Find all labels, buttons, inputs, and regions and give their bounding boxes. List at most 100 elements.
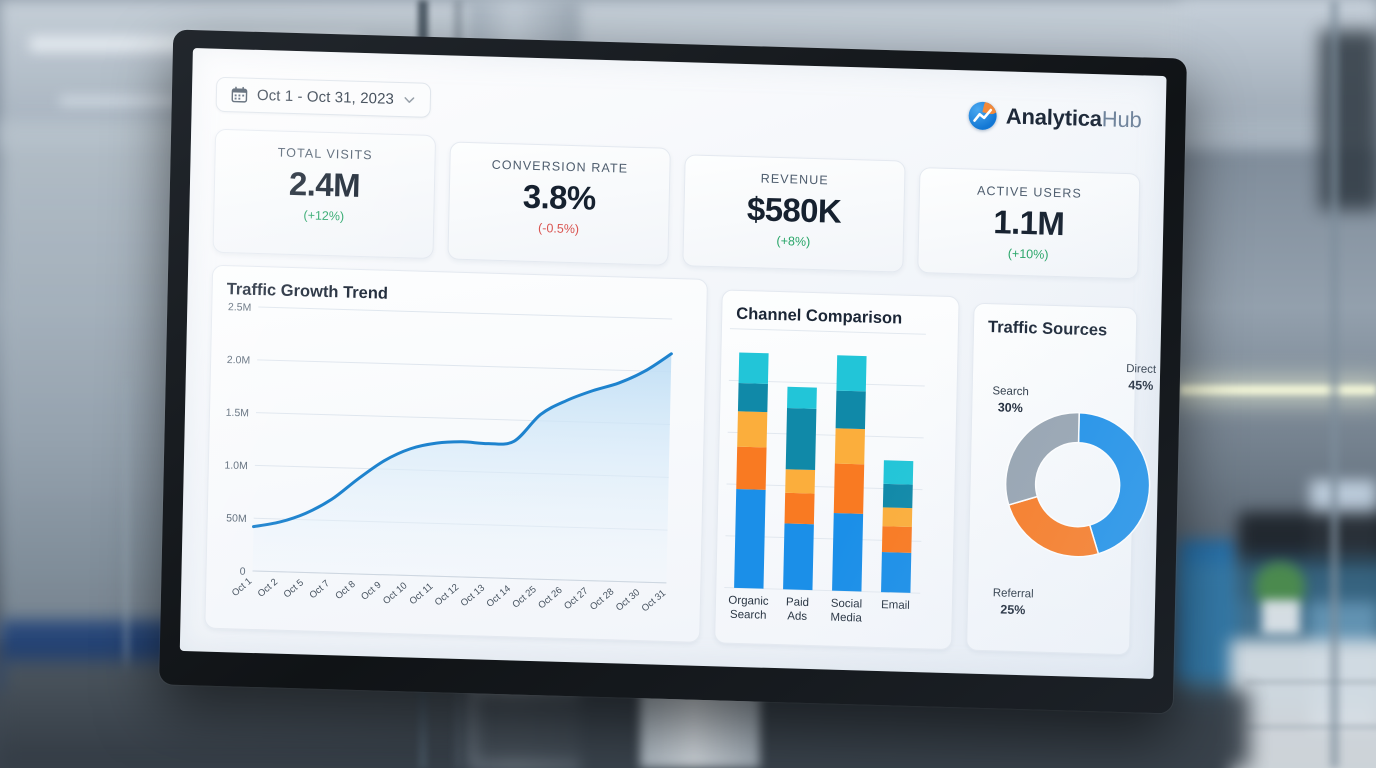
donut-label: Referral: [993, 587, 1034, 600]
x-axis-tick-label: Oct 12: [433, 582, 461, 609]
cabinet-drawer-line-1: [1245, 680, 1376, 684]
x-axis-tick-label: Oct 8: [333, 579, 357, 602]
brand-name: AnalyticaHub: [1006, 103, 1142, 133]
potted-plant-pot: [1262, 600, 1300, 634]
bar-segment[interactable]: [736, 446, 767, 490]
bar-category-label: Search: [730, 609, 767, 622]
date-range-label: Oct 1 - Oct 31, 2023: [256, 86, 395, 108]
donut-label: Search: [992, 385, 1029, 398]
cabinet-drawer-line-2: [1245, 725, 1376, 729]
date-range-picker[interactable]: Oct 1 - Oct 31, 2023: [215, 76, 432, 118]
x-axis: [252, 570, 667, 584]
bar-segment[interactable]: [835, 390, 866, 430]
y-axis-tick-label: 2.0M: [227, 354, 251, 367]
bar-segment[interactable]: [737, 383, 768, 413]
x-axis-tick-label: Oct 1: [230, 576, 254, 599]
dashboard-screen: Oct 1 - Oct 31, 2023 AnalyticaHub: [179, 48, 1167, 679]
kpi-title: CONVERSION RATE: [491, 157, 629, 176]
bar-segment[interactable]: [882, 483, 913, 509]
x-axis-tick-label: Oct 30: [614, 587, 642, 614]
glass-frame-right: [1330, 0, 1339, 768]
kpi-title: TOTAL VISITS: [277, 145, 373, 163]
kpi-delta: (+8%): [776, 233, 811, 249]
donut-value: 25%: [1000, 603, 1025, 618]
chevron-down-icon[interactable]: [403, 93, 416, 106]
y-axis-tick-label: 0: [240, 566, 246, 578]
kpi-title: ACTIVE USERS: [976, 183, 1083, 201]
x-axis-tick-label: Oct 28: [588, 586, 616, 613]
bar-segment[interactable]: [881, 552, 912, 593]
bar-segment[interactable]: [785, 407, 817, 471]
bar-segment[interactable]: [737, 411, 768, 448]
kpi-card-active-users[interactable]: ACTIVE USERS 1.1M (+10%): [917, 167, 1141, 280]
dashboard-header: Oct 1 - Oct 31, 2023 AnalyticaHub: [215, 71, 1142, 144]
kpi-value: $580K: [746, 190, 842, 230]
right-light-strip: [1180, 385, 1376, 395]
x-axis-tick-label: Oct 25: [510, 584, 538, 611]
right-dark-panel: [1320, 30, 1376, 210]
donut-slice[interactable]: [1076, 411, 1151, 556]
bar-segment[interactable]: [833, 463, 865, 514]
kpi-title: REVENUE: [760, 171, 829, 188]
x-axis-tick-label: Oct 31: [640, 588, 668, 615]
kpi-card-total-visits[interactable]: TOTAL VISITS 2.4M (+12%): [212, 128, 437, 260]
x-axis-tick-label: Oct 7: [307, 578, 331, 601]
bar-category-label: Paid: [786, 596, 809, 609]
bar-segment[interactable]: [787, 386, 817, 409]
area-chart-svg: 0 50M 1.0M 1.5M 2.0M 2.5M Oct 1 Oct 2 Oct 5 Oct 7…: [224, 301, 673, 615]
bar-segment[interactable]: [883, 460, 914, 485]
panel-traffic-sources[interactable]: Traffic Sources Direct 45% Referral 25% Sear…: [965, 302, 1157, 656]
traffic-growth-plot: 0 50M 1.0M 1.5M 2.0M 2.5M Oct 1 Oct 2 Oct 5 Oct 7…: [205, 296, 706, 642]
gridline: [258, 306, 673, 320]
kpi-delta: (-0.5%): [537, 221, 580, 237]
bar-segment[interactable]: [784, 492, 815, 525]
y-axis-tick-label: 2.5M: [228, 301, 252, 314]
bar-segment[interactable]: [783, 523, 814, 591]
panel-channel-comparison[interactable]: Channel Comparison Organic Search Paid Ads S…: [714, 289, 960, 651]
donut-slice[interactable]: [1004, 411, 1080, 507]
x-axis-tick-label: Oct 11: [407, 581, 435, 607]
traffic-sources-plot: Direct 45% Referral 25% Search 30%: [967, 334, 1157, 655]
bar-segment[interactable]: [785, 469, 816, 494]
analytics-dashboard: Oct 1 - Oct 31, 2023 AnalyticaHub: [180, 48, 1167, 679]
bar-category-label: Organic: [728, 595, 769, 608]
brand-logo: AnalyticaHub: [968, 101, 1142, 134]
gridline: [729, 328, 926, 335]
x-axis-tick-label: Oct 13: [459, 583, 487, 610]
bar-segment[interactable]: [834, 428, 865, 465]
y-axis-tick-label: 1.5M: [226, 407, 250, 420]
kpi-delta: (+12%): [303, 208, 345, 224]
donut-label: Direct: [1126, 363, 1157, 376]
channel-comparison-plot: Organic Search Paid Ads Social Media Email: [715, 320, 958, 649]
bar-segment[interactable]: [836, 355, 867, 392]
brand-name-primary: Analytica: [1005, 103, 1103, 132]
x-axis-tick-label: Oct 14: [485, 583, 513, 610]
kpi-card-conversion-rate[interactable]: CONVERSION RATE 3.8% (-0.5%): [447, 141, 671, 266]
glass-frame-inner: [124, 380, 129, 710]
y-axis-tick-label: 50M: [226, 512, 247, 525]
bar-segment[interactable]: [882, 507, 913, 528]
filing-cabinet: [1230, 640, 1376, 768]
kpi-value: 1.1M: [992, 203, 1065, 243]
x-axis-tick-label: Oct 10: [381, 580, 409, 607]
bar-segment[interactable]: [734, 488, 766, 589]
kpi-delta: (+10%): [1007, 246, 1049, 262]
kpi-card-revenue[interactable]: REVENUE $580K (+8%): [682, 154, 906, 273]
bar-category-label: Social: [831, 598, 863, 611]
bar-category-label: Ads: [787, 610, 807, 623]
kpi-value: 3.8%: [522, 177, 597, 217]
kpi-value: 2.4M: [288, 164, 361, 204]
brand-name-secondary: Hub: [1101, 106, 1142, 133]
bar-segment[interactable]: [881, 526, 912, 553]
bar-segment[interactable]: [738, 352, 769, 384]
bar-category-label: Media: [830, 612, 862, 625]
kpi-row: TOTAL VISITS 2.4M (+12%) CONVERSION RATE…: [212, 128, 1141, 280]
bar-segment[interactable]: [832, 512, 864, 592]
donut-slice[interactable]: [1007, 495, 1100, 558]
panel-traffic-growth[interactable]: Traffic Growth Trend 0 50M 1.0M 1.5M 2.0M 2.5…: [204, 264, 709, 643]
analytics-logo-icon: [968, 101, 998, 131]
x-axis-tick-label: Oct 5: [282, 577, 306, 600]
monitor-bezel: Oct 1 - Oct 31, 2023 AnalyticaHub: [159, 29, 1187, 714]
y-axis-tick-label: 1.0M: [224, 460, 248, 473]
